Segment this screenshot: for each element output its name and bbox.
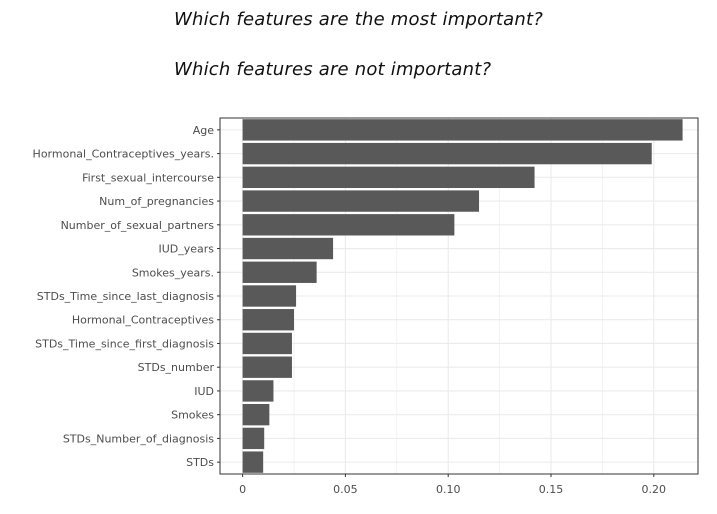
question-most-important: Which features are the most important? [174,9,543,30]
question-not-important: Which features are not important? [174,59,492,80]
bar-smokes-years [242,261,317,283]
bar-stds-number-of-diagnosis [242,427,265,450]
bar-first-sexual-intercourse [242,166,535,189]
x-tick-label: 0.05 [333,483,358,496]
bar-hormonal-contraceptives [242,309,295,331]
x-tick-label: 0.15 [539,483,564,496]
y-tick-label: IUD_years [158,243,214,256]
bar-iud [242,380,274,402]
bar-stds [242,451,264,473]
y-tick-label: STDs_Time_since_last_diagnosis [37,290,214,303]
y-tick-label: Smokes_years. [132,266,214,279]
y-tick-label: STDs_Time_since_first_diagnosis [35,337,214,350]
panel-border [219,117,699,475]
bar-iud-years [242,237,334,260]
y-tick-label: Number_of_sexual_partners [61,219,215,232]
y-tick-label: STDs_Number_of_diagnosis [63,432,214,445]
y-tick-label: Hormonal_Contraceptives [72,314,214,327]
y-tick-label: STDs [186,456,214,469]
bar-stds-time-since-last-diagnosis [242,285,297,307]
x-tick-label: 0.10 [436,483,461,496]
bar-age [242,119,683,141]
y-tick-label: Smokes [171,409,214,422]
bar-number-of-sexual-partners [242,214,455,236]
y-tick-label: Hormonal_Contraceptives_years. [33,148,214,161]
y-tick-label: IUD [194,385,214,398]
bar-hormonal-contraceptives-years [242,142,652,165]
bar-stds-number [242,356,292,378]
y-tick-label: Age [193,124,215,137]
y-tick-label: STDs_number [138,361,215,374]
bars [242,119,683,473]
x-tick-label: 0 [239,483,246,496]
x-tick-label: 0.20 [642,483,667,496]
y-tick-label: Num_of_pregnancies [99,195,214,208]
axes: Age Hormonal_Contraceptives_years. First_s… [33,124,667,496]
bar-smokes [242,403,270,426]
y-tick-label: First_sexual_intercourse [82,171,214,184]
bar-stds-time-since-first-diagnosis [242,332,292,355]
bar-num-of-pregnancies [242,190,480,212]
